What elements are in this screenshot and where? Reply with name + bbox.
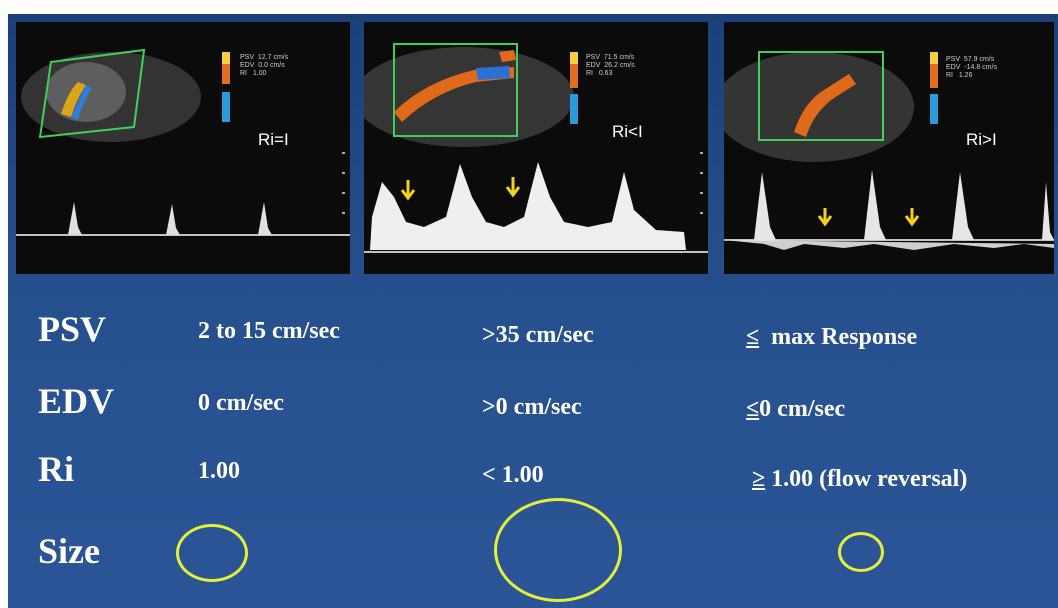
ri-label: Ri	[38, 449, 74, 489]
doppler-image-1	[16, 22, 350, 274]
psv-prefix: ≤	[746, 324, 760, 350]
size-circle-1	[176, 524, 248, 582]
psv-value-3-text: max Response	[771, 324, 918, 350]
size-circle-3	[838, 532, 884, 572]
edv-value-normal: 0 cm/sec	[198, 390, 284, 416]
doppler-panel-2: PSV 71.5 cm/s EDV 26.2 cm/s RI 0.63 Ri<I	[364, 22, 708, 274]
doppler-image-3	[724, 22, 1054, 274]
ri-value-3-text: 1.00 (flow reversal)	[771, 466, 968, 492]
top-border	[0, 0, 1058, 14]
panel-2-readout: PSV 71.5 cm/s EDV 26.2 cm/s RI 0.63	[586, 54, 635, 77]
panel-1-ri-label: Ri=I	[258, 130, 289, 149]
psv-value-3: ≤ max Response	[746, 324, 917, 351]
left-border	[0, 0, 8, 608]
doppler-panel-3: PSV 57.9 cm/s EDV -14.8 cm/s RI 1.26 Ri>…	[724, 22, 1054, 274]
panel-1-readout: PSV 12.7 cm/s EDV 0.0 cm/s RI 1.00	[240, 54, 289, 77]
ri-value-normal: 1.00	[198, 458, 240, 484]
panel-2-ri-label: Ri<I	[612, 122, 643, 141]
psv-value-normal: 2 to 15 cm/sec	[198, 318, 340, 344]
psv-label: PSV	[38, 309, 107, 349]
panel-3-ri-label: Ri>I	[966, 130, 997, 149]
panel-3-readout: PSV 57.9 cm/s EDV -14.8 cm/s RI 1.26	[946, 56, 997, 79]
size-circle-2	[494, 498, 622, 602]
size-label: Size	[38, 531, 100, 571]
edv-label: EDV	[38, 381, 115, 421]
edv-prefix: ≤	[746, 396, 760, 422]
ri-prefix: ≥	[752, 466, 766, 492]
ri-value-3: ≥ 1.00 (flow reversal)	[752, 466, 967, 493]
doppler-image-2	[364, 22, 708, 274]
ri-value-2: < 1.00	[482, 462, 544, 488]
doppler-panel-1: PSV 12.7 cm/s EDV 0.0 cm/s RI 1.00 Ri=I	[16, 22, 350, 274]
edv-value-3: ≤0 cm/sec	[746, 396, 845, 423]
edv-value-3-text: 0 cm/sec	[759, 396, 846, 422]
edv-value-2: >0 cm/sec	[482, 394, 582, 420]
psv-value-2: >35 cm/sec	[482, 322, 594, 348]
